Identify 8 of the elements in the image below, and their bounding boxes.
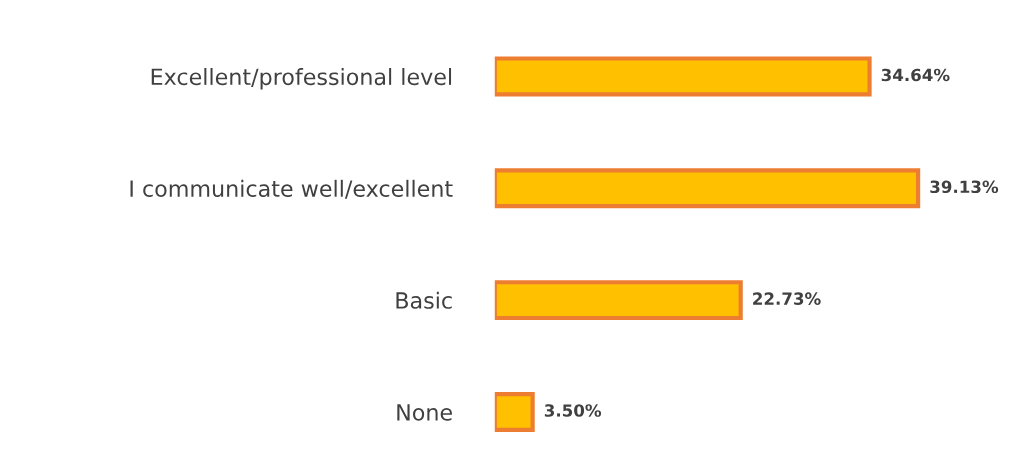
y-tick-label: I communicate well/excellent (130, 179, 453, 199)
data-label: 39.13% (930, 180, 999, 194)
y-tick-label: Excellent/professional level (151, 67, 452, 90)
data-label: 34.64% (881, 68, 950, 82)
y-tick-label: Basic (396, 291, 452, 309)
y-tick-label: None (397, 404, 452, 421)
data-label: 3.50% (544, 404, 602, 417)
data-label: 22.73% (753, 292, 821, 305)
